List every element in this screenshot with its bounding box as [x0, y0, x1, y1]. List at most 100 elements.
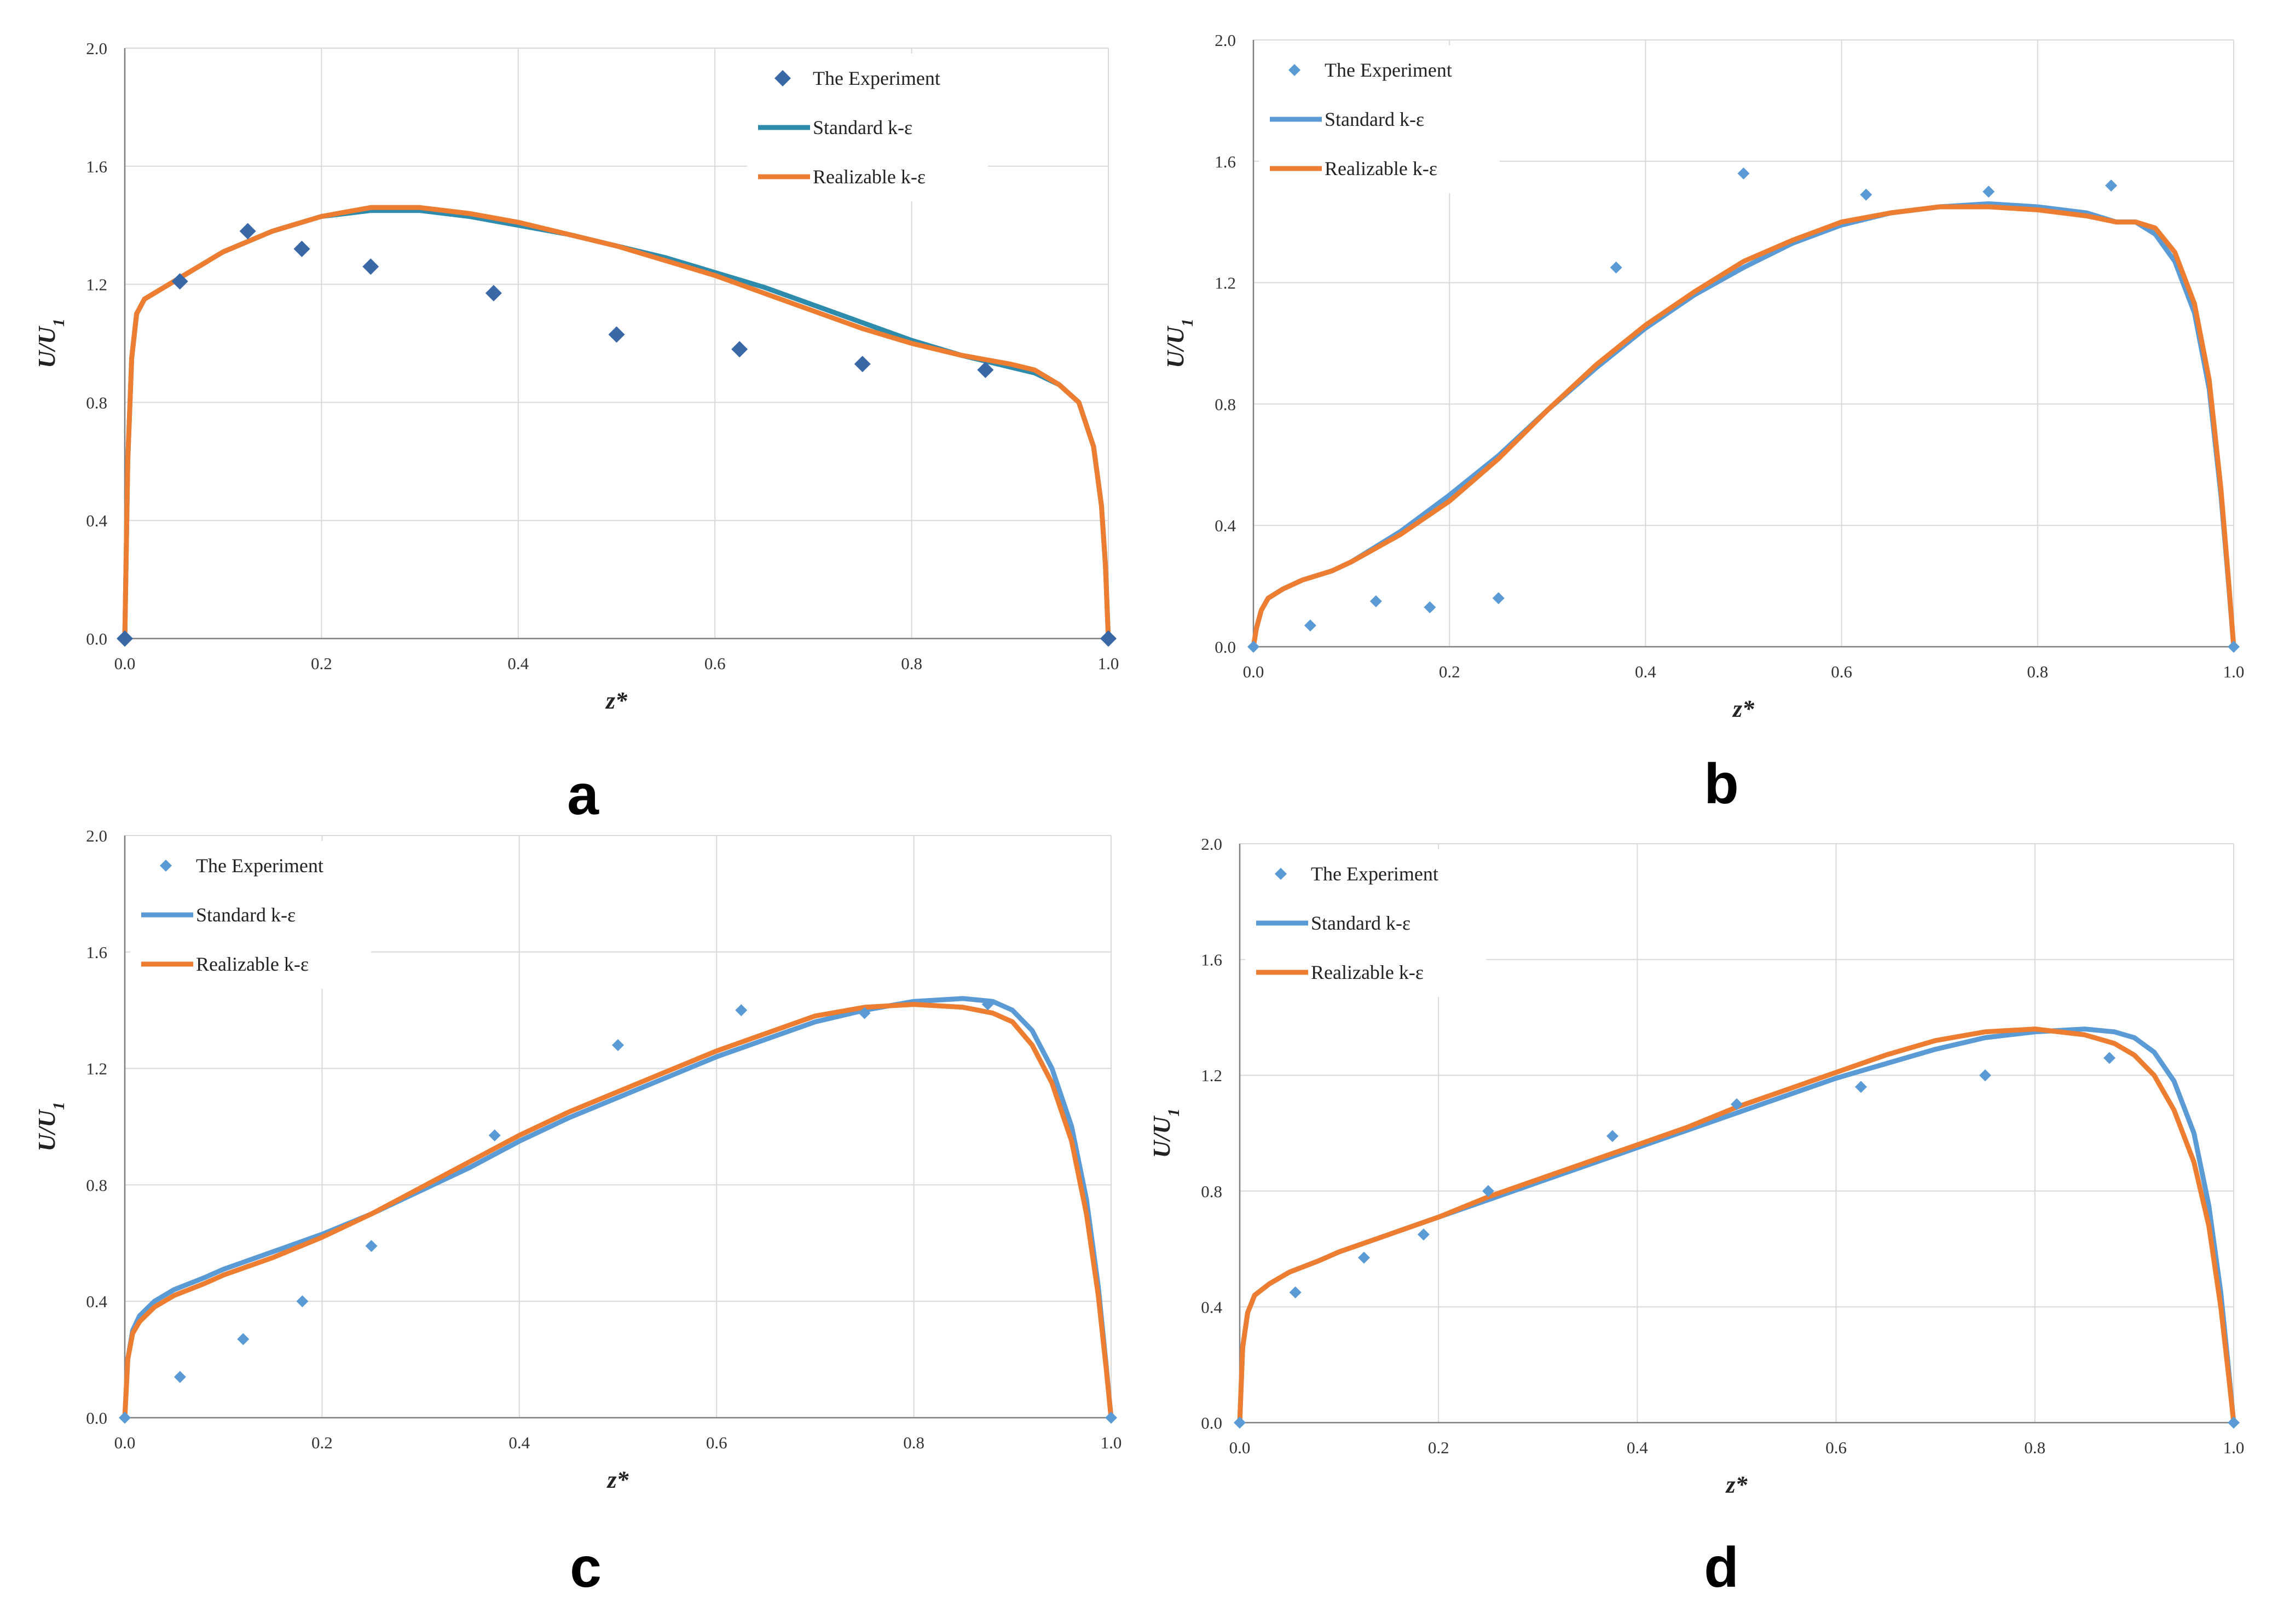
- y-tick-label: 2.0: [86, 39, 107, 58]
- x-tick-label: 0.8: [901, 654, 922, 673]
- y-axis-title: U/U1: [33, 318, 68, 368]
- x-tick-label: 0.4: [508, 1433, 530, 1452]
- experiment-point: [977, 362, 994, 379]
- experiment-point: [117, 630, 133, 647]
- x-tick-label: 0.2: [1428, 1438, 1449, 1457]
- experiment-point: [1304, 619, 1316, 632]
- legend-label: The Experiment: [196, 855, 323, 877]
- y-axis-title-subscript: 1: [1178, 318, 1196, 327]
- y-axis-title: U/U1: [1148, 1109, 1183, 1158]
- series-line-standard: [122, 996, 1114, 1420]
- x-tick-label: 0.2: [311, 1433, 333, 1452]
- experiment-point: [365, 1240, 378, 1252]
- experiment-point: [1731, 1098, 1743, 1111]
- legend-marker-experiment: [1275, 868, 1287, 880]
- experiment-point: [2105, 179, 2118, 192]
- x-tick-label: 0.8: [2024, 1438, 2045, 1457]
- x-tick-label: 0.6: [1825, 1438, 1847, 1457]
- experiment-point: [1737, 167, 1750, 179]
- y-tick-label: 1.6: [86, 157, 107, 176]
- experiment-point: [119, 1412, 131, 1424]
- x-tick-label: 1.0: [2223, 662, 2245, 681]
- legend-label: Realizable k-ε: [813, 166, 926, 188]
- panel-label: d: [1704, 1536, 1739, 1599]
- experiment-point: [362, 258, 379, 275]
- experiment-point: [488, 1129, 501, 1141]
- legend-label: Realizable k-ε: [196, 953, 309, 975]
- legend-label: Standard k-ε: [1325, 108, 1424, 130]
- series-line-standard: [122, 208, 1111, 641]
- experiment-point: [296, 1295, 309, 1308]
- legend-marker-experiment: [160, 860, 172, 872]
- x-tick-label: 0.2: [311, 654, 332, 673]
- series-line-realizable: [1237, 1026, 2236, 1425]
- x-tick-label: 1.0: [1101, 1433, 1122, 1452]
- experiment-point: [171, 273, 188, 290]
- y-tick-label: 1.2: [1215, 274, 1236, 293]
- chart-panel-c: 0.0 0.4 0.8 1.2 1.6 2.0 0.0 0.2 0.4 0.6 0.8 1.0 z* U/…: [33, 826, 1121, 1599]
- experiment-point: [1982, 185, 1995, 198]
- y-tick-label: 1.2: [1201, 1066, 1222, 1085]
- y-tick-label: 0.0: [1201, 1413, 1222, 1432]
- legend-marker-experiment: [774, 70, 791, 86]
- experiment-point: [1234, 1417, 1246, 1429]
- legend-marker-experiment: [1288, 64, 1300, 76]
- experiment-point: [608, 326, 625, 343]
- chart-panel-d: 0.0 0.4 0.8 1.2 1.6 2.0 0.0 0.2 0.4 0.6 0.8 1.0 z* U/…: [1148, 834, 2244, 1599]
- x-tick-label: 0.8: [2027, 662, 2048, 681]
- y-tick-label: 1.6: [1215, 152, 1236, 171]
- x-tick-label: 1.0: [1098, 654, 1119, 673]
- chart-panel-b: 0.0 0.4 0.8 1.2 1.6 2.0 0.0 0.2 0.4 0.6 0.8 1.0 z* U/…: [1162, 31, 2244, 816]
- x-tick-label: 0.0: [114, 1433, 136, 1452]
- x-tick-label: 0.0: [114, 654, 136, 673]
- x-tick-label: 0.6: [1831, 662, 1852, 681]
- experiment-point: [1417, 1228, 1430, 1241]
- y-tick-label: 0.8: [86, 393, 107, 412]
- experiment-point: [293, 240, 310, 257]
- legend: The Experiment Standard k-ε Realizable k-ε: [130, 841, 371, 989]
- x-tick-label: 0.0: [1229, 1438, 1251, 1457]
- y-tick-label: 1.2: [86, 275, 107, 294]
- series-line-realizable: [122, 205, 1111, 641]
- experiment-point: [1492, 592, 1505, 605]
- experiment-point: [485, 285, 502, 301]
- experiment-point: [1289, 1286, 1302, 1298]
- y-tick-label: 1.6: [86, 943, 107, 962]
- y-tick-label: 0.8: [86, 1175, 107, 1194]
- experiment-point: [1105, 1412, 1117, 1424]
- y-axis-title-subscript: 1: [1165, 1109, 1183, 1117]
- x-axis-title: z*: [1732, 695, 1755, 722]
- chart-panel-a: 0.0 0.4 0.8 1.2 1.6 2.0 0.0 0.2 0.4 0.6 0.8 1.0 z* U/…: [33, 39, 1119, 827]
- y-tick-label: 2.0: [1201, 834, 1222, 854]
- experiment-point: [731, 341, 748, 358]
- legend-label: The Experiment: [1325, 59, 1452, 81]
- legend-label: The Experiment: [813, 67, 940, 89]
- legend-label: Standard k-ε: [1311, 912, 1410, 934]
- series-line-realizable: [1251, 204, 2236, 649]
- x-tick-label: 0.8: [903, 1433, 924, 1452]
- x-tick-label: 0.6: [704, 654, 726, 673]
- x-tick-label: 0.4: [507, 654, 529, 673]
- x-tick-label: 0.4: [1635, 662, 1656, 681]
- y-tick-label: 0.4: [1215, 516, 1236, 535]
- experiment-point: [1247, 641, 1259, 653]
- y-tick-label: 0.4: [86, 511, 107, 530]
- experiment-point: [2228, 1417, 2240, 1429]
- panel-label: b: [1704, 752, 1739, 816]
- experiment-point: [981, 998, 994, 1011]
- x-tick-label: 0.4: [1627, 1438, 1648, 1457]
- y-tick-label: 1.6: [1201, 950, 1222, 970]
- experiment-point: [1979, 1069, 1991, 1082]
- experiment-point: [735, 1004, 748, 1017]
- experiment-point: [858, 1007, 871, 1019]
- y-tick-label: 0.0: [86, 629, 107, 648]
- x-tick-label: 0.2: [1439, 662, 1460, 681]
- legend-label: Standard k-ε: [813, 117, 912, 138]
- x-tick-label: 0.0: [1243, 662, 1264, 681]
- experiment-point: [1358, 1251, 1370, 1264]
- experiment-point: [2103, 1052, 2115, 1064]
- experiment-point: [1369, 595, 1382, 607]
- y-axis-title: U/U1: [33, 1102, 68, 1152]
- experiment-point: [612, 1039, 624, 1052]
- experiment-point: [174, 1371, 186, 1383]
